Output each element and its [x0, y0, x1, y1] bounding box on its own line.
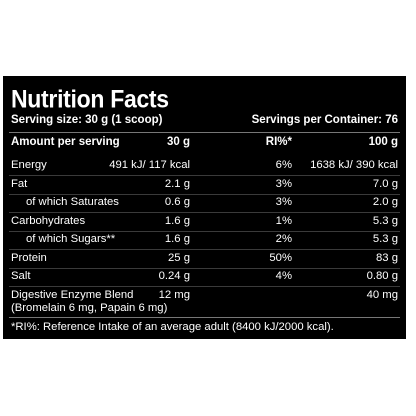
nutrient-name: Fat: [11, 177, 28, 190]
table-header: Amount per serving 30 g RI%* 100 g: [9, 132, 400, 151]
per-30g-value: 12 mg: [158, 288, 190, 301]
ri-percent: 4%: [275, 270, 292, 282]
label-title: Nutrition Facts: [11, 85, 169, 114]
divider: [9, 317, 400, 318]
header-30g: 30 g: [166, 136, 190, 148]
footnote-sugars: **Contains naturally occurring sugars.: [11, 339, 201, 351]
per-30g-value: 0.6 g: [164, 196, 190, 208]
per-30g-value: 1.6 g: [164, 233, 190, 245]
header-100g: 100 g: [368, 136, 398, 148]
per-100g-value: 5.3 g: [372, 214, 398, 227]
ri-percent: 1%: [275, 214, 292, 227]
per-100g-value: 2.0 g: [372, 196, 398, 208]
servings-per-container: Servings per Container: 76: [251, 114, 398, 126]
table-row: Salt 0.24 g 4% 0.80 g: [9, 267, 400, 287]
per-30g-value: 1.6 g: [164, 214, 190, 227]
table-row: Carbohydrates 1.6 g 1% 5.3 g: [9, 212, 400, 232]
ri-percent: 3%: [275, 177, 292, 190]
per-100g-value: 83 g: [376, 251, 398, 264]
nutrient-name: Carbohydrates: [11, 214, 86, 227]
nutrient-table-body: Energy 491 kJ/ 117 kcal 6% 1638 kJ/ 390 kca…: [9, 150, 400, 304]
nutrient-name: Energy: [11, 159, 47, 171]
nutrient-name: Digestive Enzyme Blend: [11, 288, 134, 301]
table-row: Protein 25 g 50% 83 g: [9, 249, 400, 269]
per-30g-value: 0.24 g: [158, 270, 190, 282]
footnote-sugars-row: **Contains naturally occurring sugars.: [9, 337, 400, 354]
per-30g-value: 25 g: [168, 251, 190, 264]
header-amount-per-serving: Amount per serving: [11, 136, 120, 148]
per-100g-value: 0.80 g: [366, 270, 398, 282]
ri-percent: 2%: [275, 233, 292, 245]
enzyme-detail-row: (Bromelain 6 mg, Papain 6 mg): [9, 300, 400, 317]
per-100g-value: 5.3 g: [372, 233, 398, 245]
nutrition-facts-panel: Nutrition Facts Serving size: 30 g (1 sc…: [3, 76, 406, 351]
ri-percent: 6%: [275, 159, 292, 171]
table-row: Digestive Enzyme Blend 12 mg 40 mg: [9, 286, 400, 305]
per-100g-value: 40 mg: [366, 288, 398, 301]
per-100g-value: 7.0 g: [372, 177, 398, 190]
enzyme-detail: (Bromelain 6 mg, Papain 6 mg): [11, 302, 168, 314]
table-row: Energy 491 kJ/ 117 kcal 6% 1638 kJ/ 390 kca…: [9, 156, 400, 176]
table-row: of which Sugars** 1.6 g 2% 5.3 g: [9, 230, 400, 250]
ri-percent: 50%: [269, 251, 292, 264]
nutrient-name: Salt: [11, 270, 31, 282]
ri-percent: 3%: [275, 196, 292, 208]
nutrient-name: of which Saturates: [26, 196, 119, 208]
table-row: of which Saturates 0.6 g 3% 2.0 g: [9, 193, 400, 213]
footnote-ri-row: *RI%: Reference Intake of an average adu…: [9, 319, 400, 336]
nutrient-name: Protein: [11, 251, 47, 264]
footnote-ri: *RI%: Reference Intake of an average adu…: [11, 321, 334, 333]
per-30g-value: 491 kJ/ 117 kcal: [109, 159, 190, 171]
serving-size: Serving size: 30 g (1 scoop): [11, 114, 163, 126]
header-ri: RI%*: [265, 136, 292, 148]
per-100g-value: 1638 kJ/ 390 kcal: [310, 159, 398, 171]
nutrient-name: of which Sugars**: [26, 233, 116, 245]
table-row: Fat 2.1 g 3% 7.0 g: [9, 175, 400, 195]
per-30g-value: 2.1 g: [164, 177, 190, 190]
